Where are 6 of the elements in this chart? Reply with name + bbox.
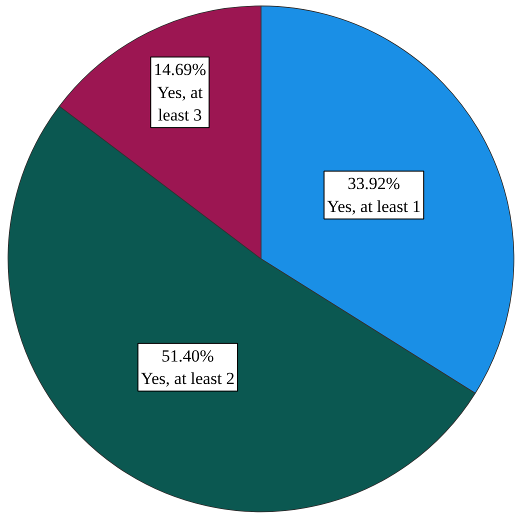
slice-label: Yes, at least 3 xyxy=(157,82,203,125)
data-label: 33.92% xyxy=(348,174,400,194)
data-label: 14.69% xyxy=(154,60,206,79)
slice-label: Yes, at least 2 xyxy=(140,369,235,388)
slice-label: Yes, at least 1 xyxy=(327,196,421,216)
data-label: 51.40% xyxy=(162,346,214,366)
